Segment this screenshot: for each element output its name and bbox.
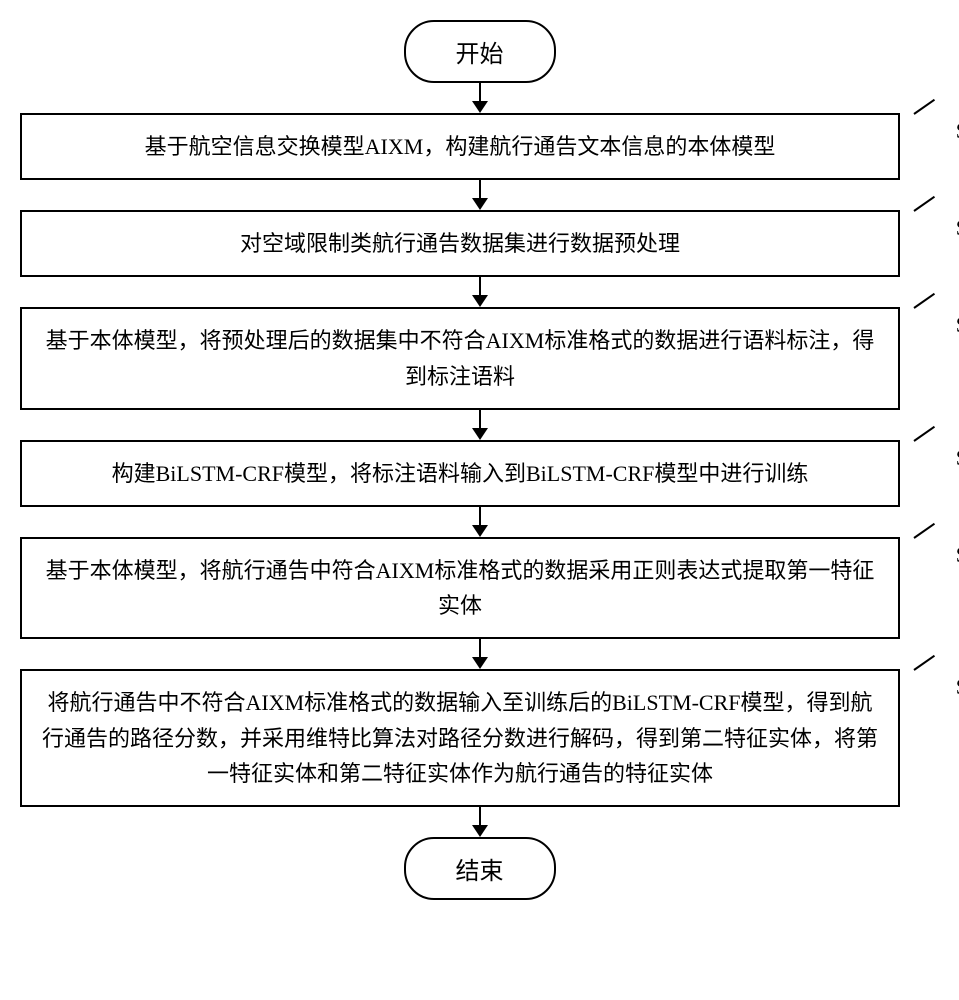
process-step-s6: 将航行通告中不符合AIXM标准格式的数据输入至训练后的BiLSTM-CRF模型，… (20, 669, 900, 807)
process-step-s4-wrapper: 构建BiLSTM-CRF模型，将标注语料输入到BiLSTM-CRF模型中进行训练… (20, 440, 939, 507)
process-step-s2: 对空域限制类航行通告数据集进行数据预处理 (20, 210, 900, 277)
label-connector-icon (914, 440, 944, 465)
process-text: 基于本体模型，将航行通告中符合AIXM标准格式的数据采用正则表达式提取第一特征实… (46, 558, 875, 618)
process-step-s1-wrapper: 基于航空信息交换模型AIXM，构建航行通告文本信息的本体模型 S1 (20, 113, 939, 180)
arrow-connector (472, 277, 488, 307)
label-connector-icon (914, 210, 944, 235)
arrow-connector (472, 83, 488, 113)
process-step-s5-wrapper: 基于本体模型，将航行通告中符合AIXM标准格式的数据采用正则表达式提取第一特征实… (20, 537, 939, 639)
process-step-s2-wrapper: 对空域限制类航行通告数据集进行数据预处理 S2 (20, 210, 939, 277)
arrow-connector (472, 507, 488, 537)
process-step-s1: 基于航空信息交换模型AIXM，构建航行通告文本信息的本体模型 (20, 113, 900, 180)
process-step-s5: 基于本体模型，将航行通告中符合AIXM标准格式的数据采用正则表达式提取第一特征实… (20, 537, 900, 639)
terminal-end-text: 结束 (456, 859, 504, 885)
process-step-s3-wrapper: 基于本体模型，将预处理后的数据集中不符合AIXM标准格式的数据进行语料标注，得到… (20, 307, 939, 409)
arrow-connector (472, 410, 488, 440)
label-connector-icon (914, 113, 944, 138)
arrow-connector (472, 807, 488, 837)
process-text: 基于本体模型，将预处理后的数据集中不符合AIXM标准格式的数据进行语料标注，得到… (46, 328, 875, 388)
arrow-connector (472, 639, 488, 669)
process-step-s6-wrapper: 将航行通告中不符合AIXM标准格式的数据输入至训练后的BiLSTM-CRF模型，… (20, 669, 939, 807)
flowchart-container: 开始 基于航空信息交换模型AIXM，构建航行通告文本信息的本体模型 S1 对空域… (20, 20, 939, 900)
process-step-s3: 基于本体模型，将预处理后的数据集中不符合AIXM标准格式的数据进行语料标注，得到… (20, 307, 900, 409)
label-connector-icon (914, 307, 944, 332)
label-connector-icon (914, 537, 944, 562)
process-text: 基于航空信息交换模型AIXM，构建航行通告文本信息的本体模型 (145, 134, 776, 159)
process-text: 对空域限制类航行通告数据集进行数据预处理 (240, 231, 680, 256)
arrow-connector (472, 180, 488, 210)
terminal-start: 开始 (404, 20, 556, 83)
label-connector-icon (914, 669, 944, 694)
process-text: 将航行通告中不符合AIXM标准格式的数据输入至训练后的BiLSTM-CRF模型，… (42, 690, 878, 785)
process-text: 构建BiLSTM-CRF模型，将标注语料输入到BiLSTM-CRF模型中进行训练 (112, 461, 809, 486)
terminal-end: 结束 (404, 837, 556, 900)
process-step-s4: 构建BiLSTM-CRF模型，将标注语料输入到BiLSTM-CRF模型中进行训练 (20, 440, 900, 507)
terminal-start-text: 开始 (456, 42, 504, 68)
